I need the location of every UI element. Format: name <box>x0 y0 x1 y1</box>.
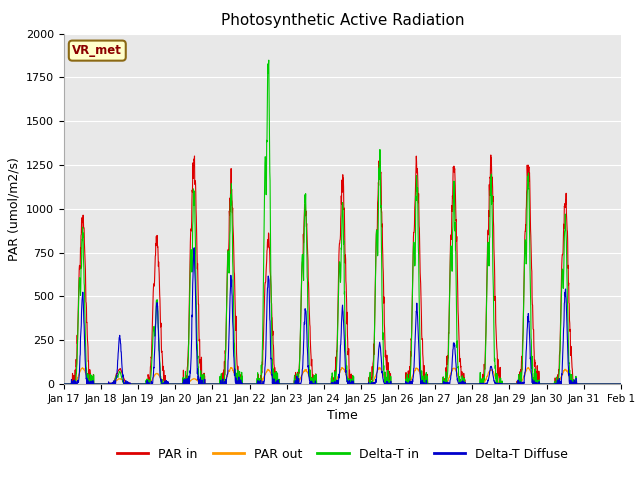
Text: VR_met: VR_met <box>72 44 122 57</box>
Legend: PAR in, PAR out, Delta-T in, Delta-T Diffuse: PAR in, PAR out, Delta-T in, Delta-T Dif… <box>112 443 573 466</box>
Title: Photosynthetic Active Radiation: Photosynthetic Active Radiation <box>221 13 464 28</box>
X-axis label: Time: Time <box>327 409 358 422</box>
Y-axis label: PAR (umol/m2/s): PAR (umol/m2/s) <box>8 157 20 261</box>
